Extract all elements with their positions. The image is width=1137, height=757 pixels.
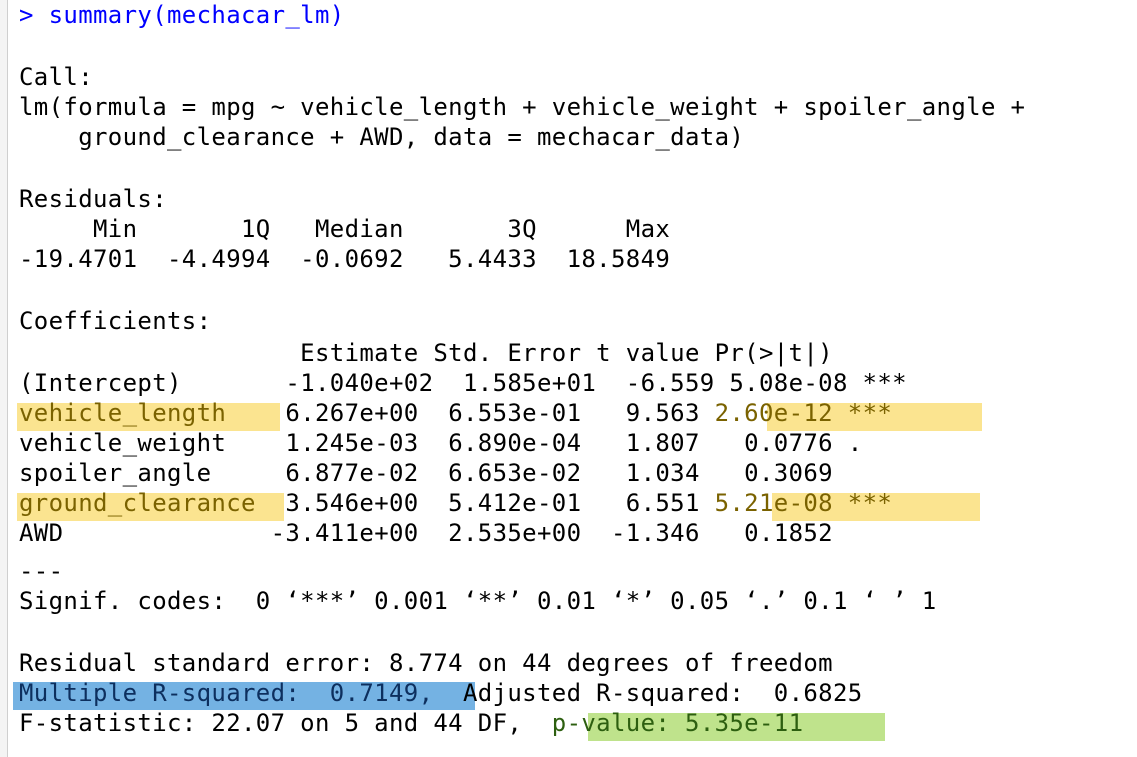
f-statistic: F-statistic: 22.07 on 5 and 44 DF, <box>19 709 552 737</box>
coef-row-intercept: (Intercept) -1.040e+02 1.585e+01 -6.559 … <box>19 368 907 398</box>
highlight-vehicle-length-p <box>767 403 982 431</box>
coefficients-columns: Estimate Std. Error t value Pr(>|t|) <box>19 339 833 367</box>
coefficients-header: Coefficients: <box>19 307 212 335</box>
coef-row-ground-clearance: ground_clearance 3.546e+00 5.412e-01 6.5… <box>19 488 892 518</box>
coef-row-awd: AWD -3.411e+00 2.535e+00 -1.346 0.1852 <box>19 518 833 548</box>
coef-label: ground_clearance <box>19 489 256 517</box>
residual-standard-error: Residual standard error: 8.774 on 44 deg… <box>19 649 833 677</box>
console-gutter <box>0 0 8 757</box>
p-value: p-value: 5.35e-11 <box>551 709 804 737</box>
separator: --- <box>19 557 64 585</box>
command-line: > summary(mechacar_lm) <box>19 1 345 29</box>
call-line-1: lm(formula = mpg ~ vehicle_length + vehi… <box>19 93 1026 121</box>
highlight-ground-clearance-p <box>772 493 980 521</box>
f-statistic-line: F-statistic: 22.07 on 5 and 44 DF, p-val… <box>19 708 803 738</box>
coef-row-vehicle-weight: vehicle_weight 1.245e-03 6.890e-04 1.807… <box>19 428 863 458</box>
coef-row-spoiler-angle: spoiler_angle 6.877e-02 6.653e-02 1.034 … <box>19 458 833 488</box>
residuals-labels: Min 1Q Median 3Q Max <box>19 215 671 243</box>
adjusted-r-squared: Adjusted R-squared: 0.6825 <box>433 679 863 707</box>
highlight-ground-clearance <box>17 493 284 521</box>
coef-values: 6.267e+00 6.553e-01 9.563 <box>226 399 715 427</box>
coef-values: 3.546e+00 5.412e-01 6.551 <box>255 489 715 517</box>
call-header: Call: <box>19 63 93 91</box>
coef-label: vehicle_weight <box>19 429 227 457</box>
highlight-vehicle-length <box>17 403 280 431</box>
coef-label: vehicle_length <box>19 399 227 427</box>
coef-values: -3.411e+00 2.535e+00 -1.346 0.1852 <box>63 519 833 547</box>
signif-codes: Signif. codes: 0 ‘***’ 0.001 ‘**’ 0.01 ‘… <box>19 587 937 615</box>
coef-values: -1.040e+02 1.585e+01 -6.559 5.08e-08 *** <box>181 369 907 397</box>
residuals-header: Residuals: <box>19 185 167 213</box>
coef-label: (Intercept) <box>19 369 182 397</box>
highlight-r-squared <box>13 682 475 710</box>
call-line-2: ground_clearance + AWD, data = mechacar_… <box>19 123 745 151</box>
coef-values: 6.877e-02 6.653e-02 1.034 0.3069 <box>211 459 833 487</box>
highlight-p-value <box>588 713 885 741</box>
coef-values: 1.245e-03 6.890e-04 1.807 0.0776 . <box>226 429 863 457</box>
coef-label: spoiler_angle <box>19 459 212 487</box>
coef-row-vehicle-length: vehicle_length 6.267e+00 6.553e-01 9.563… <box>19 398 892 428</box>
r-squared-line: Multiple R-squared: 0.7149, Adjusted R-s… <box>19 678 863 708</box>
residuals-values: -19.4701 -4.4994 -0.0692 5.4433 18.5849 <box>19 245 671 273</box>
coef-label: AWD <box>19 519 64 547</box>
coef-p-value: 2.60e-12 *** <box>714 399 893 427</box>
coef-p-value: 5.21e-08 *** <box>714 489 893 517</box>
multiple-r-squared: Multiple R-squared: 0.7149, <box>19 679 434 707</box>
